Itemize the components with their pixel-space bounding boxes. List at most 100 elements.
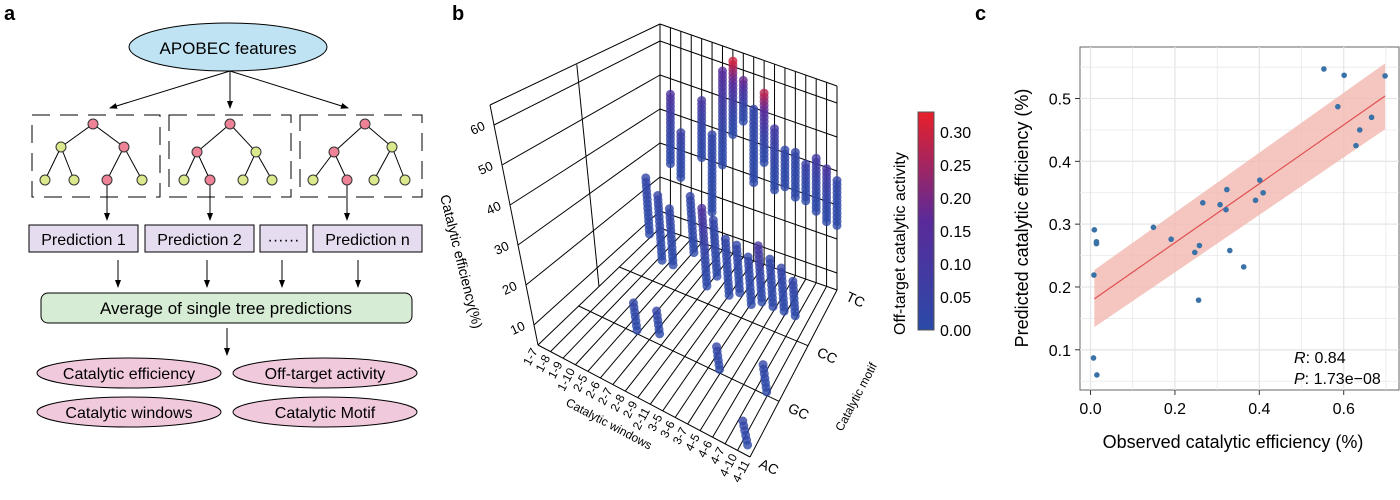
- data-point: [780, 145, 790, 155]
- prediction-label: Prediction n: [325, 232, 410, 249]
- data-column: [708, 215, 722, 281]
- panel-c-label: c: [975, 3, 986, 25]
- data-column: [641, 173, 655, 239]
- data-column: [738, 416, 753, 450]
- tree-node: [359, 118, 371, 130]
- data-point: [665, 89, 675, 99]
- x-tick-label: 0.0: [1079, 401, 1101, 418]
- tree-edge: [333, 123, 366, 153]
- output-label: Catalytic Motif: [275, 405, 376, 422]
- tree-1: [39, 118, 148, 221]
- data-point: [1199, 199, 1206, 206]
- output-label: Catalytic efficiency: [63, 366, 195, 383]
- data-column: [801, 159, 811, 206]
- tree-edge: [60, 146, 75, 181]
- tree-edge: [364, 123, 393, 148]
- tree-edge: [373, 146, 393, 181]
- data-column: [780, 145, 790, 192]
- tree-node: [191, 146, 203, 158]
- panel-b-label: b: [452, 3, 464, 25]
- data-point: [749, 104, 759, 114]
- data-point: [1090, 355, 1097, 361]
- tree-edge: [123, 146, 143, 181]
- tree-2: [178, 118, 278, 221]
- data-column: [811, 153, 821, 216]
- y-tick-label: 0.1: [1049, 343, 1071, 360]
- tree-edge: [196, 123, 231, 153]
- tree-node: [224, 118, 236, 130]
- tree-edge: [312, 151, 335, 181]
- r-label: R: [1294, 350, 1306, 367]
- colorbar-tick-label: 0.25: [940, 158, 971, 175]
- left-wall-grid-line: [517, 142, 661, 246]
- back-wall-grid-line: [659, 176, 838, 240]
- data-point: [1091, 227, 1098, 233]
- y-axis-label: Catalytic motif: [832, 360, 880, 434]
- data-point: [628, 298, 638, 308]
- data-point: [788, 276, 798, 286]
- data-point: [1196, 242, 1203, 249]
- tree-node: [368, 174, 380, 186]
- data-point: [1356, 127, 1363, 133]
- data-point: [685, 191, 695, 201]
- left-wall-grid-line: [509, 108, 661, 206]
- data-column: [788, 276, 800, 321]
- tree-node: [399, 174, 411, 186]
- output-label: Catalytic windows: [65, 405, 192, 422]
- data-point: [758, 360, 768, 370]
- floor-grid-line: [737, 286, 828, 451]
- output-label: Off-target activity: [265, 366, 386, 383]
- tree-node: [250, 146, 262, 158]
- output-ellipse: [232, 357, 418, 389]
- confidence-band: [1094, 63, 1386, 328]
- data-point: [1217, 201, 1223, 208]
- data-point: [765, 254, 775, 264]
- data-point: [743, 252, 753, 262]
- y-tick-label: 0.2: [1049, 280, 1071, 297]
- left-wall-grid-line: [576, 64, 600, 287]
- x-tick-label: 0.6: [1333, 401, 1355, 418]
- tree-node: [341, 174, 353, 186]
- data-point: [1321, 66, 1327, 72]
- colorbar-tick-label: 0.00: [940, 323, 971, 340]
- tree-node: [55, 141, 67, 153]
- data-point: [1341, 72, 1347, 79]
- colorbar-tick-label: 0.15: [940, 224, 971, 241]
- top-edge: [489, 23, 661, 106]
- data-point: [1224, 186, 1230, 193]
- tree-node: [39, 174, 51, 186]
- tree-3: [307, 118, 411, 221]
- data-column: [697, 95, 707, 163]
- input-arrows: [109, 70, 349, 109]
- data-column: [717, 66, 727, 170]
- y-tick-label: CC: [815, 344, 840, 367]
- data-column: [776, 263, 789, 316]
- data-point: [811, 153, 821, 163]
- y-tick-label: GC: [786, 400, 812, 423]
- data-point: [717, 66, 727, 76]
- data-point: [708, 215, 718, 225]
- colorbar-tick-label: 0.30: [940, 125, 971, 142]
- data-point: [1240, 264, 1247, 270]
- average-label: Average of single tree predictions: [100, 299, 352, 318]
- tree-edge: [92, 123, 125, 148]
- prediction-box: [144, 224, 255, 253]
- data-point: [653, 191, 663, 201]
- tree-edge: [44, 146, 62, 181]
- tree-boxes: [31, 114, 423, 198]
- floor-grid-line: [537, 344, 751, 458]
- data-point: [697, 95, 707, 105]
- input-ellipse: [128, 22, 328, 72]
- data-column: [770, 124, 780, 195]
- data-column: [790, 147, 800, 202]
- colorbar: [917, 111, 935, 331]
- prediction-label: ······: [268, 232, 300, 249]
- r-value: : 0.84: [1306, 350, 1346, 367]
- tree-edge: [229, 123, 257, 153]
- y-tick-label: AC: [757, 455, 781, 478]
- x-tick-label: 0.2: [1164, 401, 1186, 418]
- y-tick-label: TC: [844, 288, 868, 310]
- tree-node: [237, 174, 249, 186]
- panel-c: c 0.0 0.2 0.4 0.6 0.1 0.2 0.3 0.4 0.5 Observed c…: [975, 3, 1400, 452]
